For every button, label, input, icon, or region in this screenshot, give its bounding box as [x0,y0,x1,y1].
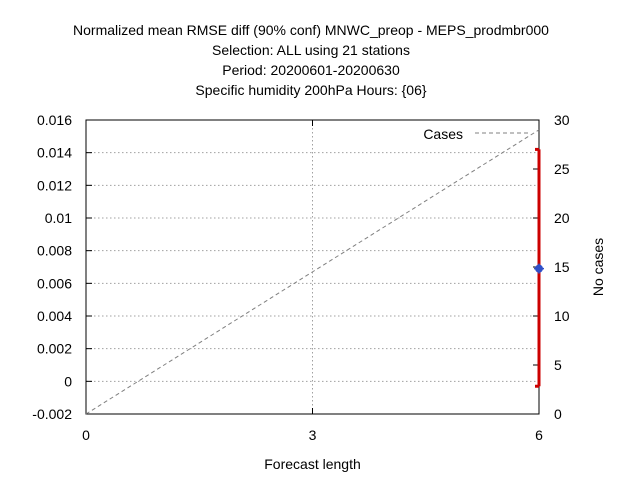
title-line-1: Normalized mean RMSE diff (90% conf) MNW… [73,22,549,38]
y2-tick-label: 20 [554,210,570,226]
title-line-3: Period: 20200601-20200630 [222,62,400,78]
title-line-4: Specific humidity 200hPa Hours: {06} [195,82,426,98]
y2-axis-label: No cases [590,238,606,296]
y-tick-label: 0.012 [37,177,72,193]
y-tick-label: 0.008 [37,243,72,259]
cases-series-line [85,129,540,415]
x-tick-label: 0 [82,427,90,443]
y-axis: -0.002 0 0.002 0.004 0.006 0.008 0.01 0.012 0.01… [32,112,92,422]
x-tick-label: 6 [535,427,543,443]
data-point [534,263,544,274]
y2-tick-label: 5 [554,357,562,373]
y2-tick-label: 0 [554,406,562,422]
chart-title: Normalized mean RMSE diff (90% conf) MNW… [73,22,549,98]
y-tick-label: 0.006 [37,275,72,291]
y-tick-label: 0.002 [37,341,72,357]
y-tick-label: 0.004 [37,308,72,324]
x-axis: 0 3 6 [82,120,543,443]
y2-tick-label: 10 [554,308,570,324]
y2-tick-label: 15 [554,259,570,275]
grid [86,120,539,414]
x-tick-label: 3 [309,427,317,443]
title-line-2: Selection: ALL using 21 stations [212,42,410,58]
y2-tick-label: 30 [554,112,570,128]
y-tick-label: 0.016 [37,112,72,128]
x-axis-label: Forecast length [264,456,361,472]
y-tick-label: 0.01 [45,210,72,226]
y-tick-label: 0 [64,373,72,389]
y2-tick-label: 25 [554,161,570,177]
y-tick-label: 0.014 [37,145,72,161]
y-tick-label: -0.002 [32,406,72,422]
y2-axis: 0 5 10 15 20 25 30 [533,112,570,422]
legend: Cases [423,126,528,142]
legend-label-cases: Cases [423,126,463,142]
